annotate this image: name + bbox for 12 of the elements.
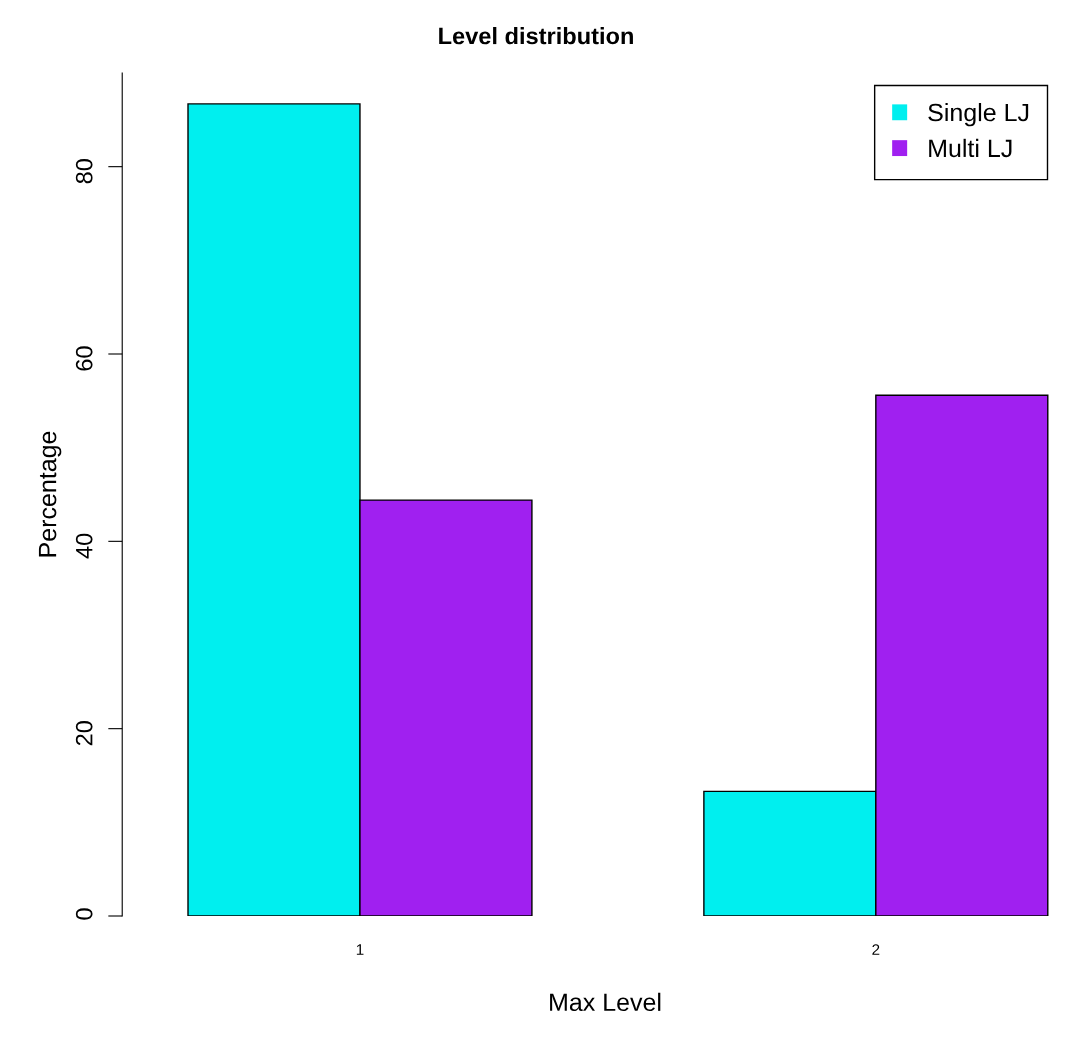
y-tick-label: 40 — [75, 533, 93, 559]
chart-title: Level distribution — [439, 27, 633, 45]
x-axis-title: Max Level — [550, 992, 661, 1012]
legend-label: Multi LJ — [929, 138, 1012, 158]
y-tick-label: 20 — [75, 721, 93, 746]
y-tick-label: 60 — [75, 346, 93, 371]
y-tick-label: 0 — [75, 908, 93, 920]
x-tick-label: 1 — [356, 944, 364, 955]
legend-label: Single LJ — [928, 103, 1029, 127]
y-axis-title: Percentage — [38, 431, 62, 557]
y-tick-label: 80 — [75, 159, 93, 184]
x-tick-label: 2 — [872, 944, 880, 955]
